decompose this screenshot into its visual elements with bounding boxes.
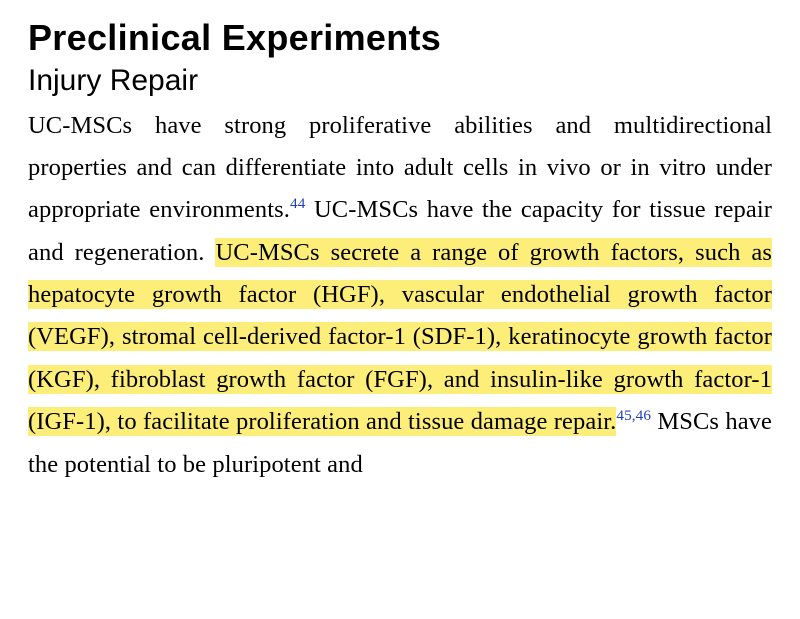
- body-paragraph: UC-MSCs have strong proliferative abilit…: [28, 105, 772, 486]
- paper-excerpt: Preclinical Experiments Injury Repair UC…: [0, 0, 800, 619]
- citation-44[interactable]: 44: [290, 195, 305, 212]
- citation-45-46[interactable]: 45,46: [616, 407, 651, 424]
- subsection-heading: Injury Repair: [28, 64, 772, 97]
- highlighted-passage: UC-MSCs secrete a range of growth factor…: [28, 238, 772, 437]
- section-heading: Preclinical Experiments: [28, 18, 772, 58]
